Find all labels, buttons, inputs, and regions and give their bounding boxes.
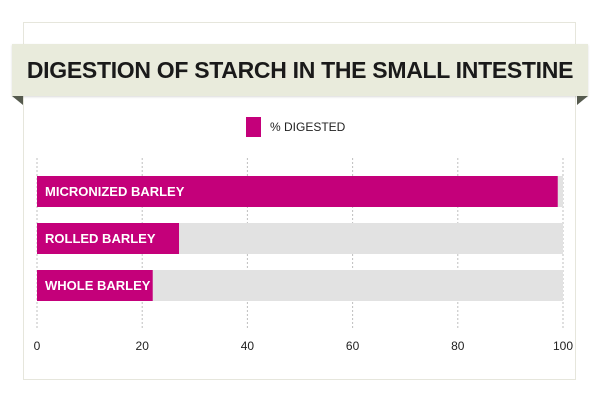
bar: [37, 176, 558, 207]
x-tick-label: 80: [451, 339, 465, 353]
category-label: WHOLE BARLEY: [45, 278, 151, 293]
title-banner: DIGESTION OF STARCH IN THE SMALL INTESTI…: [12, 44, 588, 105]
banner-fold-right: [577, 96, 588, 105]
bars: MICRONIZED BARLEY ROLLED BARLEY WHOLE BARL…: [37, 176, 563, 301]
bar: [37, 270, 153, 301]
x-axis-ticks: 0 20 40 60 80 100: [34, 339, 574, 353]
x-tick-label: 60: [346, 339, 360, 353]
category-label: MICRONIZED BARLEY: [45, 184, 185, 199]
chart-title: DIGESTION OF STARCH IN THE SMALL INTESTI…: [26, 57, 574, 83]
bar: [37, 223, 180, 254]
x-tick-label: 0: [34, 339, 41, 353]
legend-label: % DIGESTED: [270, 120, 346, 134]
legend-swatch: [246, 117, 261, 137]
banner-fold-left: [12, 96, 23, 105]
x-tick-label: 20: [136, 339, 150, 353]
x-tick-label: 40: [241, 339, 255, 353]
category-label: ROLLED BARLEY: [45, 231, 156, 246]
x-tick-label: 100: [553, 339, 573, 353]
